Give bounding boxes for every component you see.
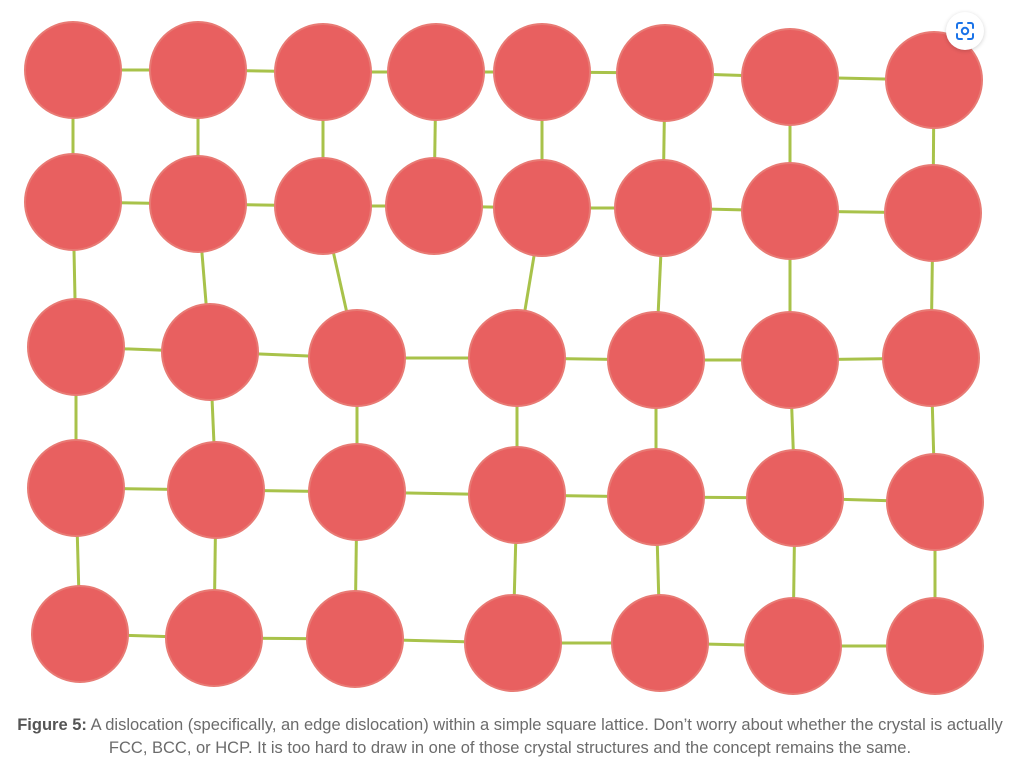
atom-circle — [308, 443, 406, 541]
atom-circle — [493, 159, 591, 257]
atom-circle — [274, 157, 372, 255]
atom-circle — [464, 594, 562, 692]
atom-circle — [886, 597, 984, 695]
atom-circle — [31, 585, 129, 683]
atom-circle — [744, 597, 842, 695]
atom-circle — [607, 448, 705, 546]
atom-circles — [24, 21, 984, 695]
atom-circle — [308, 309, 406, 407]
atom-circle — [24, 21, 122, 119]
caption-label: Figure 5: — [17, 716, 87, 734]
atom-circle — [741, 162, 839, 260]
atom-circle — [746, 449, 844, 547]
visual-search-button[interactable] — [946, 12, 984, 50]
atom-circle — [884, 164, 982, 262]
visual-search-icon — [956, 22, 974, 40]
atom-circle — [468, 446, 566, 544]
atom-circle — [885, 31, 983, 129]
atom-circle — [385, 157, 483, 255]
atom-circle — [468, 309, 566, 407]
atom-circle — [167, 441, 265, 539]
figure-caption: Figure 5: A dislocation (specifically, a… — [0, 714, 1020, 760]
atom-circle — [882, 309, 980, 407]
atom-circle — [274, 23, 372, 121]
atom-circle — [611, 594, 709, 692]
atom-circle — [614, 159, 712, 257]
atom-circle — [741, 28, 839, 126]
atom-circle — [306, 590, 404, 688]
atom-circle — [27, 439, 125, 537]
edge-dislocation-lattice-diagram — [24, 21, 984, 695]
atom-circle — [27, 298, 125, 396]
atom-circle — [24, 153, 122, 251]
atom-circle — [886, 453, 984, 551]
atom-circle — [741, 311, 839, 409]
atom-circle — [165, 589, 263, 687]
atom-circle — [607, 311, 705, 409]
atom-circle — [149, 155, 247, 253]
atom-circle — [493, 23, 591, 121]
atom-circle — [387, 23, 485, 121]
atom-circle — [616, 24, 714, 122]
atom-circle — [161, 303, 259, 401]
caption-text: A dislocation (specifically, an edge dis… — [86, 716, 1003, 757]
atom-circle — [149, 21, 247, 119]
